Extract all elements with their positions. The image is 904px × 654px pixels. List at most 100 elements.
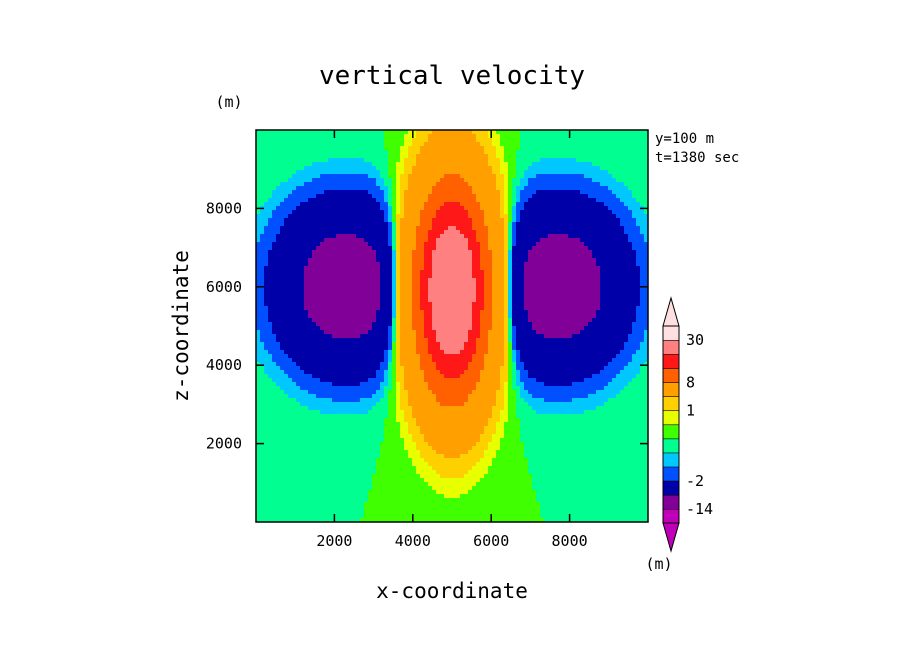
contour-cell — [432, 222, 437, 227]
contour-cell — [388, 222, 393, 227]
contour-cell — [284, 238, 289, 243]
contour-cell — [256, 166, 261, 171]
contour-cell — [568, 210, 573, 215]
contour-cell — [596, 138, 601, 143]
contour-cell — [536, 210, 541, 215]
contour-cell — [548, 258, 553, 263]
contour-cell — [272, 226, 277, 231]
contour-cell — [404, 218, 409, 223]
contour-cell — [564, 314, 569, 319]
contour-cell — [604, 142, 609, 147]
contour-cell — [568, 222, 573, 227]
contour-cell — [440, 242, 445, 247]
contour-cell — [496, 158, 501, 163]
contour-cell — [384, 314, 389, 319]
contour-cell — [536, 246, 541, 251]
contour-cell — [460, 158, 465, 163]
contour-cell — [324, 274, 329, 279]
contour-cell — [364, 146, 369, 151]
contour-cell — [436, 322, 441, 327]
contour-cell — [352, 306, 357, 311]
contour-cell — [624, 154, 629, 159]
contour-cell — [512, 278, 517, 283]
contour-cell — [452, 246, 457, 251]
contour-cell — [460, 142, 465, 147]
contour-cell — [456, 290, 461, 295]
contour-cell — [544, 310, 549, 315]
contour-cell — [612, 142, 617, 147]
contour-cell — [472, 262, 477, 267]
contour-cell — [288, 286, 293, 291]
contour-cell — [368, 190, 373, 195]
contour-cell — [616, 306, 621, 311]
contour-cell — [624, 262, 629, 267]
contour-cell — [332, 162, 337, 167]
contour-cell — [316, 250, 321, 255]
contour-cell — [456, 178, 461, 183]
contour-cell — [352, 198, 357, 203]
contour-cell — [296, 330, 301, 335]
contour-cell — [432, 210, 437, 215]
contour-cell — [468, 278, 473, 283]
contour-cell — [632, 218, 637, 223]
contour-cell — [540, 270, 545, 275]
contour-cell — [500, 310, 505, 315]
contour-cell — [600, 190, 605, 195]
contour-cell — [544, 266, 549, 271]
contour-cell — [544, 286, 549, 291]
contour-cell — [612, 318, 617, 323]
contour-cell — [548, 250, 553, 255]
contour-cell — [580, 158, 585, 163]
contour-cell — [364, 218, 369, 223]
contour-cell — [408, 194, 413, 199]
contour-cell — [628, 146, 633, 151]
contour-cell — [592, 318, 597, 323]
contour-cell — [612, 246, 617, 251]
contour-cell — [456, 166, 461, 171]
contour-cell — [304, 302, 309, 307]
contour-cell — [420, 314, 425, 319]
contour-cell — [268, 254, 273, 259]
contour-cell — [544, 326, 549, 331]
contour-cell — [436, 198, 441, 203]
contour-cell — [344, 146, 349, 151]
contour-cell — [520, 198, 525, 203]
contour-cell — [476, 206, 481, 211]
contour-cell — [412, 206, 417, 211]
contour-cell — [416, 322, 421, 327]
contour-cell — [440, 166, 445, 171]
contour-cell — [388, 266, 393, 271]
contour-cell — [636, 218, 641, 223]
contour-cell — [624, 146, 629, 151]
contour-cell — [640, 266, 645, 271]
contour-cell — [260, 214, 265, 219]
contour-cell — [296, 150, 301, 155]
contour-cell — [548, 170, 553, 175]
contour-cell — [444, 210, 449, 215]
contour-cell — [632, 174, 637, 179]
contour-cell — [372, 190, 377, 195]
contour-cell — [264, 286, 269, 291]
contour-cell — [536, 218, 541, 223]
contour-cell — [356, 198, 361, 203]
contour-cell — [388, 318, 393, 323]
contour-cell — [344, 138, 349, 143]
contour-cell — [612, 174, 617, 179]
contour-cell — [404, 282, 409, 287]
contour-cell — [508, 158, 513, 163]
contour-cell — [600, 142, 605, 147]
contour-cell — [572, 162, 577, 167]
contour-cell — [488, 190, 493, 195]
contour-cell — [496, 306, 501, 311]
contour-cell — [588, 278, 593, 283]
contour-cell — [256, 310, 261, 315]
contour-cell — [632, 310, 637, 315]
contour-cell — [480, 186, 485, 191]
contour-cell — [448, 146, 453, 151]
contour-cell — [312, 318, 317, 323]
contour-cell — [260, 170, 265, 175]
contour-cell — [540, 194, 545, 199]
contour-cell — [492, 222, 497, 227]
contour-cell — [452, 318, 457, 323]
contour-cell — [372, 202, 377, 207]
